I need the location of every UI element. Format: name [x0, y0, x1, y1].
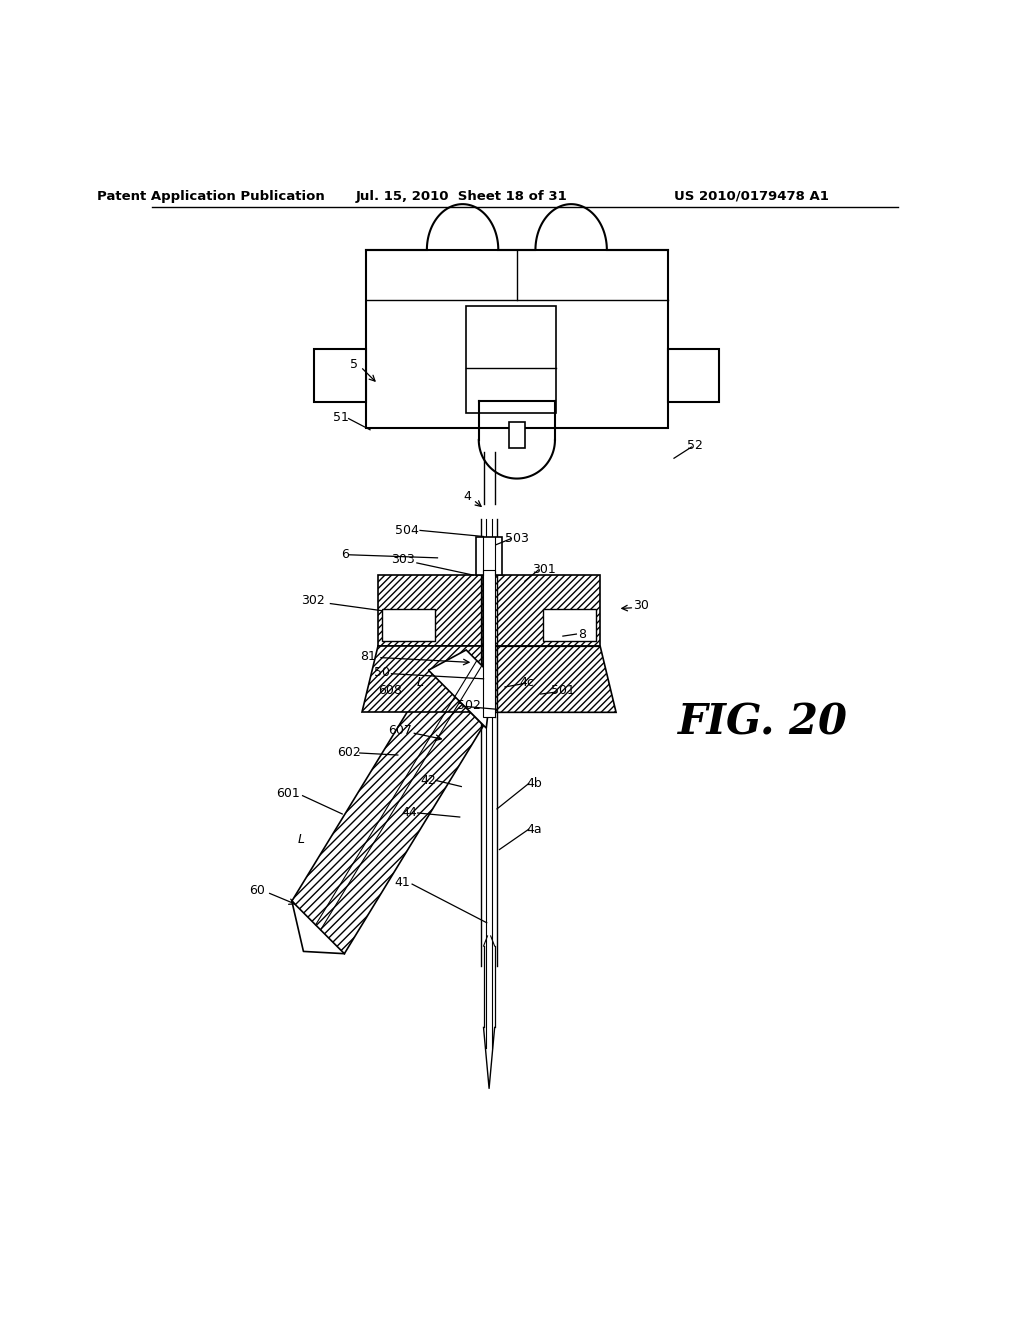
Text: 50: 50 — [374, 667, 390, 680]
Text: 4a: 4a — [526, 822, 542, 836]
Text: 6: 6 — [341, 548, 348, 561]
Text: 8: 8 — [578, 627, 586, 640]
Text: 4: 4 — [464, 490, 472, 503]
Text: 302: 302 — [301, 594, 325, 607]
Polygon shape — [378, 576, 482, 647]
Text: US 2010/0179478 A1: US 2010/0179478 A1 — [674, 190, 828, 202]
Bar — [382, 609, 435, 642]
Text: 4c: 4c — [520, 676, 535, 689]
Text: 42: 42 — [420, 774, 436, 787]
Text: 81: 81 — [360, 649, 377, 663]
Bar — [367, 249, 668, 428]
Text: 60: 60 — [249, 883, 264, 896]
Bar — [314, 350, 367, 403]
Bar — [482, 570, 496, 718]
Text: 52: 52 — [687, 438, 703, 451]
Text: 602: 602 — [337, 747, 360, 759]
Text: 501: 501 — [551, 685, 574, 697]
Text: 601: 601 — [276, 787, 300, 800]
Text: 5: 5 — [350, 358, 358, 371]
Text: 44: 44 — [401, 807, 418, 820]
Text: FIG. 20: FIG. 20 — [678, 701, 848, 743]
Polygon shape — [496, 647, 616, 713]
Text: 30: 30 — [634, 599, 649, 612]
Text: 41: 41 — [394, 875, 410, 888]
Text: L: L — [298, 833, 304, 846]
Bar — [543, 609, 596, 642]
Text: 502: 502 — [458, 698, 481, 711]
Text: 51: 51 — [333, 411, 348, 424]
Bar — [466, 306, 556, 412]
Text: Jul. 15, 2010  Sheet 18 of 31: Jul. 15, 2010 Sheet 18 of 31 — [355, 190, 567, 202]
Bar — [668, 350, 719, 403]
Text: 303: 303 — [391, 553, 415, 566]
Text: Patent Application Publication: Patent Application Publication — [97, 190, 326, 202]
Bar — [509, 422, 524, 447]
Text: 608: 608 — [378, 685, 401, 697]
Text: 504: 504 — [395, 524, 419, 537]
Polygon shape — [362, 647, 482, 713]
Text: 503: 503 — [505, 532, 528, 545]
Polygon shape — [496, 576, 600, 647]
Polygon shape — [428, 649, 493, 729]
Bar — [476, 536, 502, 576]
Text: 4b: 4b — [526, 777, 542, 789]
Text: 607: 607 — [388, 725, 412, 737]
Text: L: L — [417, 676, 424, 689]
Polygon shape — [292, 673, 483, 953]
Text: 301: 301 — [532, 562, 556, 576]
